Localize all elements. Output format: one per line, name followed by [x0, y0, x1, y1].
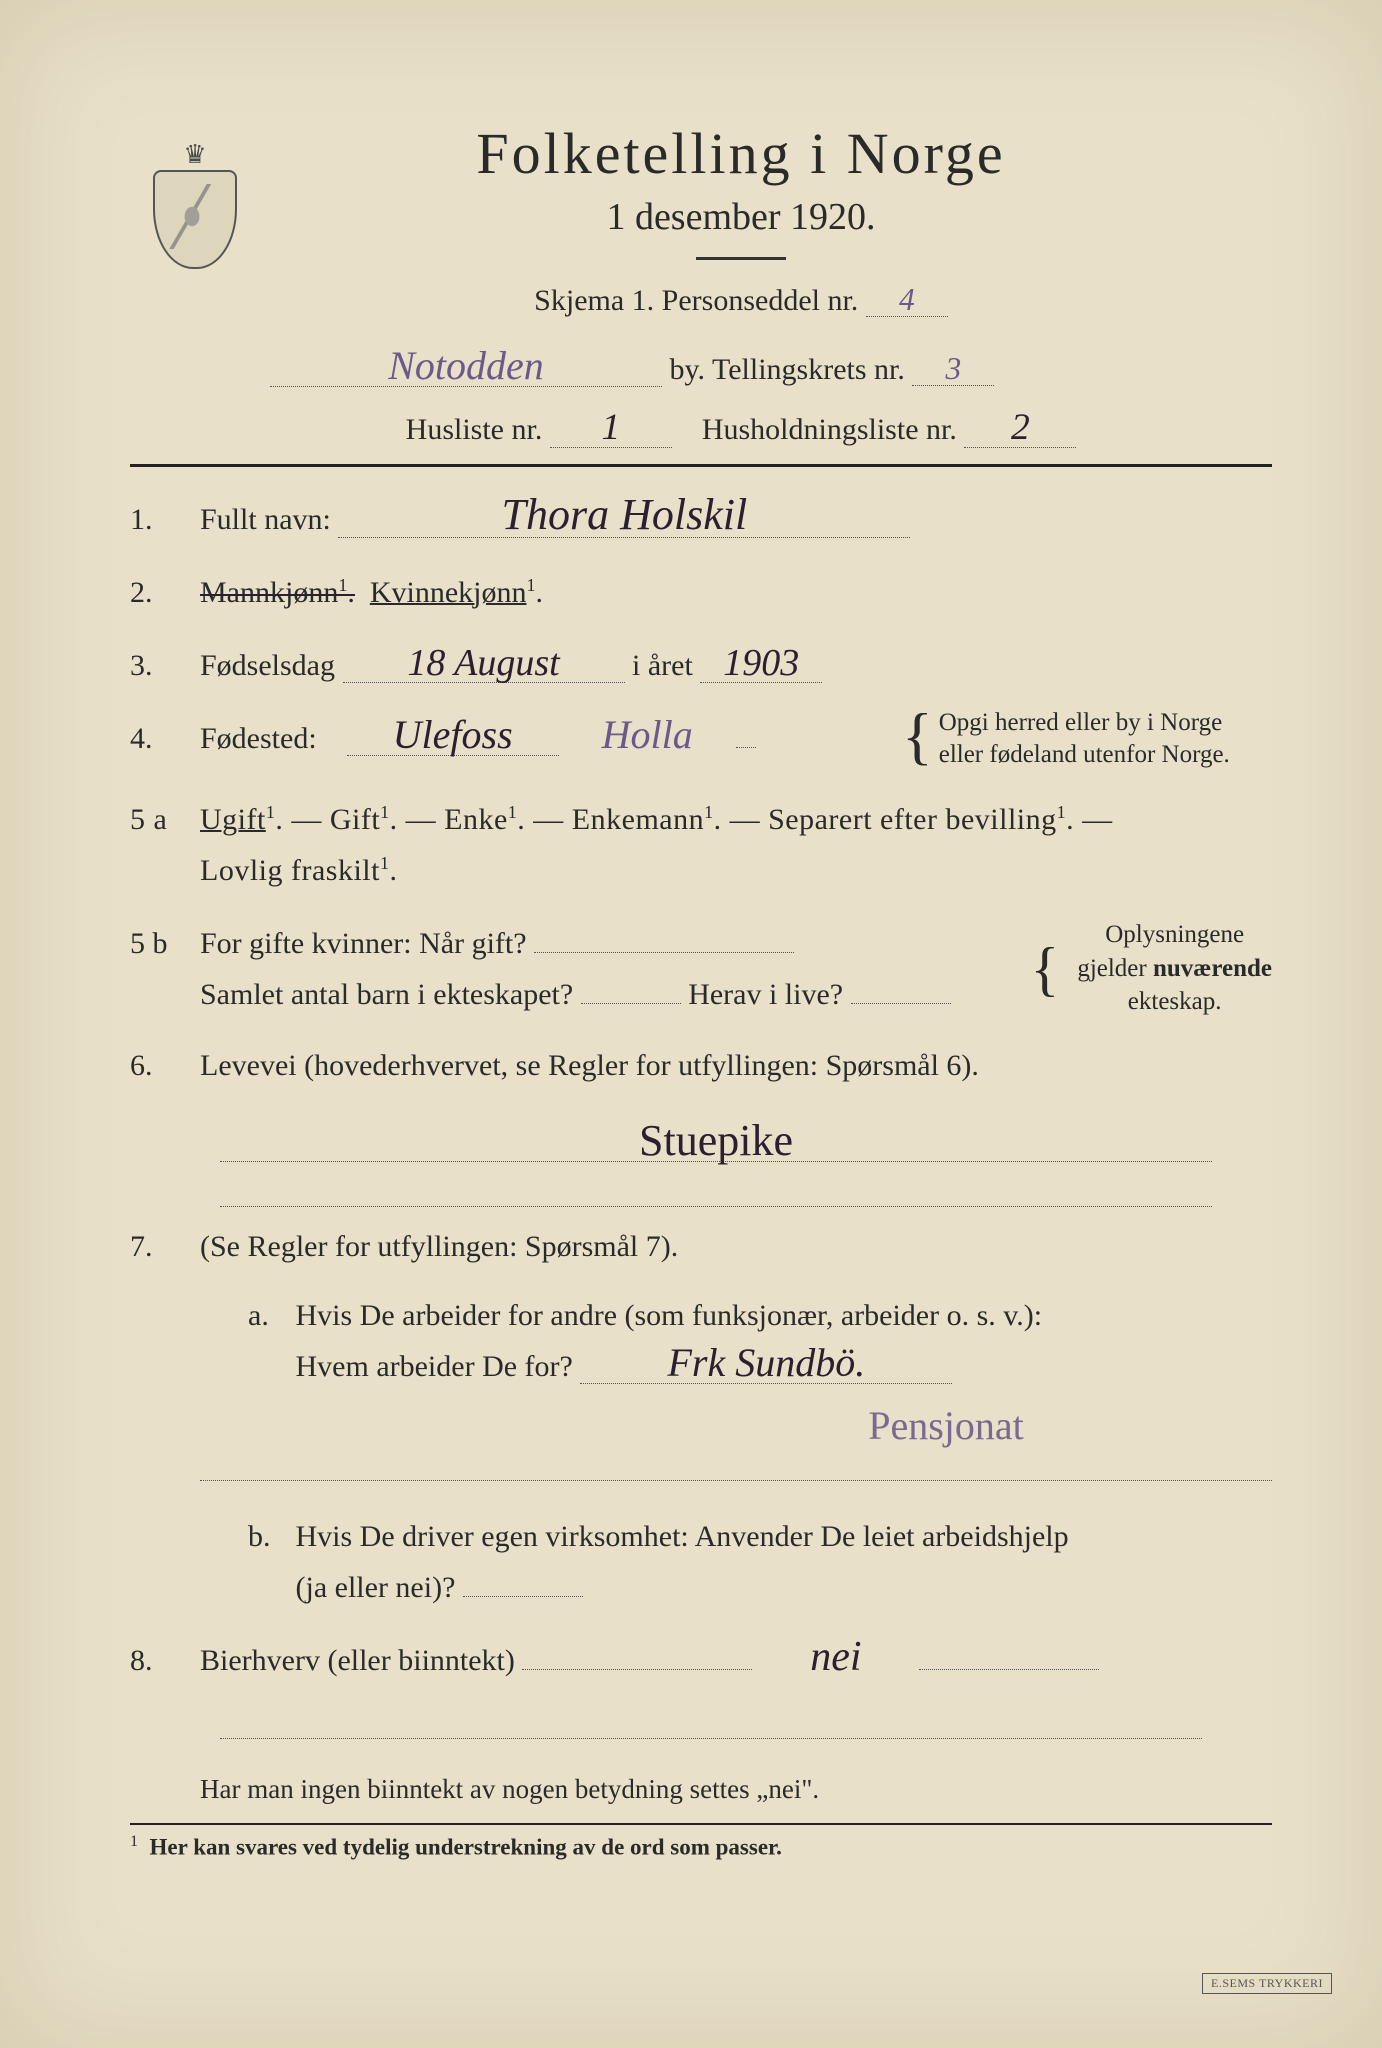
husholdning-nr-value: 2 — [964, 409, 1076, 448]
q5b-line1: For gifte kvinner: Når gift? — [200, 927, 527, 960]
q7a-letter: a. — [248, 1290, 288, 1341]
q5a-lovlig: Lovlig fraskilt — [200, 854, 380, 887]
skjema-line: Skjema 1. Personseddel nr. 4 — [210, 284, 1272, 318]
q5a-separert: Separert efter bevilling — [768, 803, 1057, 836]
question-5b: 5 b For gifte kvinner: Når gift? Samlet … — [130, 918, 1272, 1020]
question-4: 4. { Opgi herred eller by i Norge eller … — [130, 713, 1272, 772]
by-line: Notodden by. Tellingskrets nr. 3 — [210, 346, 1272, 387]
coat-of-arms-icon: ♛ — [140, 140, 250, 280]
form-header: ♛ Folketelling i Norge 1 desember 1920. … — [130, 120, 1272, 448]
main-title: Folketelling i Norge — [210, 120, 1272, 187]
footer-note: Har man ingen biinntekt av nogen betydni… — [200, 1774, 1272, 1805]
q6-answer-line-2 — [220, 1176, 1212, 1207]
q2-number: 2. — [130, 567, 200, 618]
title-block: Folketelling i Norge 1 desember 1920. Sk… — [210, 120, 1272, 448]
q8-number: 8. — [130, 1635, 200, 1686]
q4-note-line2: eller fødeland utenfor Norge. — [939, 741, 1230, 768]
q6-number: 6. — [130, 1040, 200, 1091]
q3-number: 3. — [130, 640, 200, 691]
q3-day-value: 18 August — [343, 644, 625, 683]
q1-label: Fullt navn: — [200, 503, 331, 536]
q7a-answer: Frk Sundbö. — [667, 1340, 865, 1385]
q5b-line2a: Samlet antal barn i ekteskapet? — [200, 978, 573, 1011]
brace-icon: { — [1031, 954, 1060, 984]
q5b-note: Oplysningene gjelder nuværende ekteskap. — [1077, 918, 1272, 1019]
q7-label: (Se Regler for utfyllingen: Spørsmål 7). — [200, 1230, 678, 1263]
shield-icon — [153, 170, 237, 269]
subtitle: 1 desember 1920. — [210, 195, 1272, 239]
question-7: 7. (Se Regler for utfyllingen: Spørsmål … — [130, 1221, 1272, 1613]
header-rule — [130, 464, 1272, 467]
q5b-number: 5 b — [130, 918, 200, 969]
q7a-line2: Hvem arbeider De for? — [296, 1350, 573, 1383]
by-label: by. Tellingskrets nr. — [670, 353, 905, 386]
by-value: Notodden — [270, 346, 662, 387]
q3-year-value: 1903 — [700, 644, 822, 683]
question-1: 1. Fullt navn: Thora Holskil — [130, 493, 1272, 545]
q1-value: Thora Holskil — [338, 493, 910, 538]
footnote: 1 Her kan svares ved tydelig understrekn… — [130, 1833, 1272, 1861]
q2-mann: Mannkjønn1. — [200, 576, 355, 609]
husholdning-label: Husholdningsliste nr. — [702, 413, 957, 446]
q4-note-line1: Opgi herred eller by i Norge — [939, 709, 1222, 736]
q3-mid: i året — [632, 649, 693, 682]
q8-answer: nei — [760, 1636, 912, 1678]
q7b: b. Hvis De driver egen virksomhet: Anven… — [200, 1511, 1272, 1613]
q4-value: Ulefoss — [347, 715, 559, 756]
tellingskrets-nr-value: 3 — [912, 353, 994, 386]
q8-label: Bierhverv (eller biinntekt) — [200, 1644, 515, 1677]
crown-icon: ♛ — [140, 140, 250, 170]
q7b-letter: b. — [248, 1511, 288, 1562]
q5a-enke: Enke — [444, 803, 508, 836]
question-8: 8. Bierhverv (eller biinntekt) nei — [130, 1635, 1272, 1686]
q7a: a. Hvis De arbeider for andre (som funks… — [200, 1290, 1272, 1392]
footer-rule — [130, 1823, 1272, 1825]
question-5a: 5 a Ugift1. — Gift1. — Enke1. — Enkemann… — [130, 794, 1272, 896]
q5a-gift: Gift — [330, 803, 380, 836]
personseddel-nr-value: 4 — [866, 284, 948, 317]
q7a-sub-answer: Pensjonat — [620, 1392, 1272, 1460]
q4-number: 4. — [130, 713, 200, 764]
q6-answer: Stuepike — [639, 1116, 793, 1165]
brace-icon: { — [902, 707, 933, 765]
skjema-label: Skjema 1. Personseddel nr. — [534, 284, 858, 317]
q4-label: Fødested: — [200, 722, 317, 755]
q6-answer-line: Stuepike — [220, 1113, 1212, 1162]
q1-number: 1. — [130, 494, 200, 545]
q5b-line2b: Herav i live? — [688, 978, 843, 1011]
question-3: 3. Fødselsdag 18 August i året 1903 — [130, 640, 1272, 691]
q5a-enkemann: Enkemann — [572, 803, 704, 836]
q7b-line2: (ja eller nei)? — [296, 1571, 456, 1604]
q5a-number: 5 a — [130, 794, 200, 845]
q7-number: 7. — [130, 1221, 200, 1272]
q8-extra-line — [220, 1738, 1202, 1739]
q7a-line1: Hvis De arbeider for andre (som funksjon… — [296, 1299, 1043, 1332]
q5a-ugift: Ugift — [200, 803, 266, 836]
q3-label: Fødselsdag — [200, 649, 335, 682]
husliste-nr-value: 1 — [550, 409, 672, 448]
q4-note: { Opgi herred eller by i Norge eller fød… — [902, 707, 1272, 772]
question-6: 6. Levevei (hovederhvervet, se Regler fo… — [130, 1040, 1272, 1091]
q7b-line1: Hvis De driver egen virksomhet: Anvender… — [296, 1520, 1069, 1553]
printer-mark: E.SEMS TRYKKERI — [1202, 1973, 1332, 1994]
q2-kvinne: Kvinnekjønn — [370, 576, 527, 609]
q4-value2: Holla — [566, 715, 728, 755]
title-divider — [696, 257, 786, 260]
question-2: 2. Mannkjønn1. Kvinnekjønn1. — [130, 567, 1272, 618]
census-form-page: ♛ Folketelling i Norge 1 desember 1920. … — [0, 0, 1382, 2048]
husliste-line: Husliste nr. 1 Husholdningsliste nr. 2 — [210, 409, 1272, 448]
q6-label: Levevei (hovederhvervet, se Regler for u… — [200, 1049, 979, 1082]
husliste-label: Husliste nr. — [406, 413, 543, 446]
